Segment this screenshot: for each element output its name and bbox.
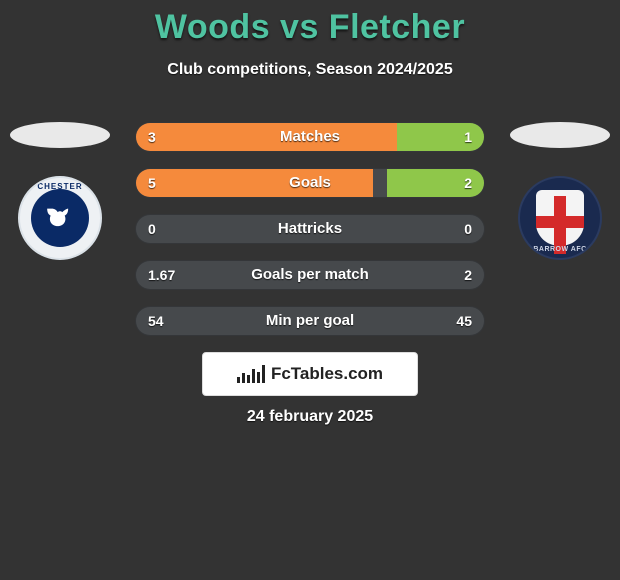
- right-player-column: BARROW AFC: [510, 122, 610, 260]
- chart-icon: [237, 365, 265, 383]
- brand-text: FcTables.com: [271, 364, 383, 384]
- lion-icon: [31, 189, 89, 247]
- shield-icon: [536, 190, 584, 246]
- left-player-photo-placeholder: [10, 122, 110, 148]
- left-player-column: CHESTER: [10, 122, 110, 260]
- bar-row: 52Goals: [135, 168, 485, 198]
- bar-label: Min per goal: [136, 307, 484, 335]
- right-club-ring-text: BARROW AFC: [520, 246, 600, 253]
- date-text: 24 february 2025: [0, 408, 620, 426]
- bar-row: 31Matches: [135, 122, 485, 152]
- bar-label: Matches: [136, 123, 484, 151]
- bar-label: Goals per match: [136, 261, 484, 289]
- subtitle: Club competitions, Season 2024/2025: [0, 61, 620, 79]
- bar-row: 00Hattricks: [135, 214, 485, 244]
- right-club-crest: BARROW AFC: [518, 176, 602, 260]
- bar-label: Hattricks: [136, 215, 484, 243]
- bar-label: Goals: [136, 169, 484, 197]
- left-club-crest: CHESTER: [18, 176, 102, 260]
- brand-box[interactable]: FcTables.com: [202, 352, 418, 396]
- bar-row: 5445Min per goal: [135, 306, 485, 336]
- right-player-photo-placeholder: [510, 122, 610, 148]
- page-title: Woods vs Fletcher: [0, 0, 620, 47]
- comparison-bars: 31Matches 52Goals 00Hattricks 1.672Goals pe…: [135, 122, 485, 352]
- left-club-ring-text: CHESTER: [20, 182, 100, 191]
- bar-row: 1.672Goals per match: [135, 260, 485, 290]
